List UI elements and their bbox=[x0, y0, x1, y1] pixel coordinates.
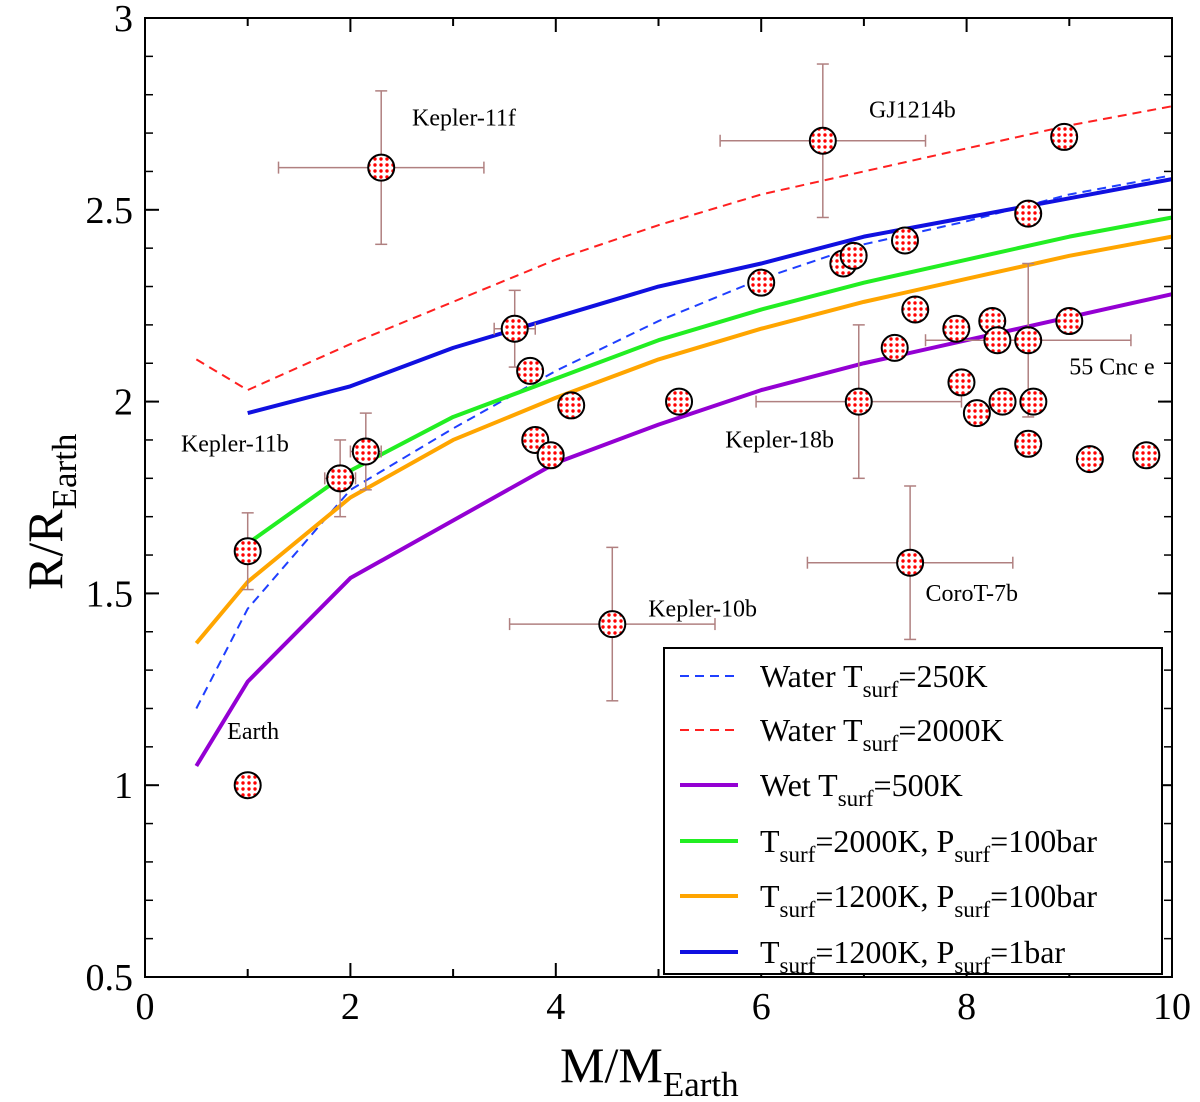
planet-label: Kepler-18b bbox=[725, 428, 834, 454]
planet-point bbox=[598, 610, 627, 639]
planet-point bbox=[747, 268, 776, 297]
legend-label-sub2: surf bbox=[954, 841, 990, 867]
planet-point bbox=[1055, 307, 1084, 336]
legend-label-pre: T bbox=[760, 934, 780, 970]
legend-label: Water Tsurf=2000K bbox=[760, 712, 1004, 756]
legend-label: Tsurf=2000K, Psurf=100bar bbox=[760, 823, 1097, 867]
planet-point bbox=[367, 153, 396, 182]
planet-point bbox=[896, 548, 925, 577]
series-line bbox=[246, 215, 1173, 546]
legend-label-pre: Water T bbox=[760, 658, 863, 694]
planet-point bbox=[351, 437, 380, 466]
planet-label: CoroT-7b bbox=[926, 581, 1018, 607]
planet-point bbox=[665, 387, 694, 416]
y-tick-label: 2.5 bbox=[86, 190, 134, 232]
legend-label-sub-after: =250K bbox=[898, 658, 987, 694]
y-axis-label: R/REarth bbox=[17, 433, 84, 590]
planet-label: GJ1214b bbox=[869, 98, 956, 124]
planet-point bbox=[233, 771, 262, 800]
x-tick-label: 6 bbox=[752, 986, 771, 1028]
legend-label: Tsurf=1200K, Psurf=100bar bbox=[760, 878, 1097, 922]
legend-label: Wet Tsurf=500K bbox=[760, 767, 963, 811]
planet-point bbox=[1050, 122, 1079, 151]
planet-label: Earth bbox=[227, 719, 279, 745]
legend-label-sub: surf bbox=[863, 676, 899, 702]
planet-label: Kepler-11f bbox=[412, 105, 516, 131]
y-tick-label: 3 bbox=[114, 0, 133, 40]
legend-label-pre: T bbox=[760, 878, 780, 914]
legend-label-pre: T bbox=[760, 823, 780, 859]
planet-point bbox=[1014, 429, 1043, 458]
legend-label-sub-after: =2000K, P bbox=[815, 823, 954, 859]
y-tick-label: 1.5 bbox=[86, 573, 134, 615]
planet-point bbox=[988, 387, 1017, 416]
y-tick-label: 0.5 bbox=[86, 957, 134, 999]
legend-label-sub-after: =2000K bbox=[898, 712, 1003, 748]
planet-point bbox=[557, 391, 586, 420]
legend-box bbox=[663, 647, 1163, 975]
planet-point bbox=[890, 226, 919, 255]
planet-point bbox=[1075, 445, 1104, 474]
y-tick-label: 1 bbox=[114, 765, 133, 807]
planet-point bbox=[326, 464, 355, 493]
planet-point bbox=[1132, 441, 1161, 470]
planet-point bbox=[1019, 387, 1048, 416]
planet-point bbox=[500, 314, 529, 343]
legend-label-sub: surf bbox=[838, 785, 874, 811]
planet-label: Kepler-11b bbox=[181, 431, 289, 457]
series-line bbox=[195, 105, 1173, 392]
planet-label: Kepler-10b bbox=[648, 596, 757, 622]
legend-label-pre: Water T bbox=[760, 712, 863, 748]
planet-point bbox=[839, 241, 868, 270]
planet-points bbox=[233, 122, 1161, 800]
legend-label-sub2-after: =100bar bbox=[990, 878, 1097, 914]
legend-label-sub: surf bbox=[780, 896, 816, 922]
planet-point bbox=[536, 441, 565, 470]
legend-label-sub: surf bbox=[780, 952, 816, 978]
series-line bbox=[194, 234, 1173, 645]
planet-label: 55 Cnc e bbox=[1069, 355, 1154, 381]
x-tick-label: 8 bbox=[957, 986, 976, 1028]
axes-ticks: 0 2 4 6 8 10 0.5 1 1.5 2 2.5 3 bbox=[86, 0, 1192, 1028]
x-tick-label: 2 bbox=[341, 986, 360, 1028]
y-tick-label: 2 bbox=[114, 382, 133, 424]
planet-point bbox=[942, 314, 971, 343]
legend-label-sub2: surf bbox=[954, 896, 990, 922]
planet-point bbox=[1014, 199, 1043, 228]
legend-label-pre: Wet T bbox=[760, 767, 838, 803]
planet-point bbox=[901, 295, 930, 324]
planet-point bbox=[808, 126, 837, 155]
planet-point bbox=[962, 399, 991, 428]
planet-point bbox=[516, 356, 545, 385]
planet-point bbox=[1014, 326, 1043, 355]
planet-annotations: Kepler-11f GJ1214b Kepler-11b Kepler-18b 55 … bbox=[181, 98, 1155, 745]
x-axis-label: M/MEarth bbox=[560, 1037, 739, 1102]
planet-point bbox=[880, 333, 909, 362]
planet-point bbox=[983, 326, 1012, 355]
x-tick-label: 4 bbox=[546, 986, 565, 1028]
legend-label-sub2: surf bbox=[954, 952, 990, 978]
legend-label-sub2-after: =100bar bbox=[990, 823, 1097, 859]
legend-label-sub-after: =1200K, P bbox=[815, 934, 954, 970]
planet-point bbox=[844, 387, 873, 416]
legend-label: Water Tsurf=250K bbox=[760, 658, 988, 702]
legend-label-sub: surf bbox=[863, 730, 899, 756]
planet-point bbox=[947, 368, 976, 397]
legend-label-sub: surf bbox=[780, 841, 816, 867]
legend-label-sub2-after: =1bar bbox=[990, 934, 1065, 970]
x-tick-label: 10 bbox=[1153, 986, 1191, 1028]
legend-label: Tsurf=1200K, Psurf=1bar bbox=[760, 934, 1065, 978]
legend-label-sub-after: =500K bbox=[874, 767, 963, 803]
legend-label-sub-after: =1200K, P bbox=[815, 878, 954, 914]
x-tick-label: 0 bbox=[136, 986, 155, 1028]
planet-point bbox=[233, 537, 262, 566]
